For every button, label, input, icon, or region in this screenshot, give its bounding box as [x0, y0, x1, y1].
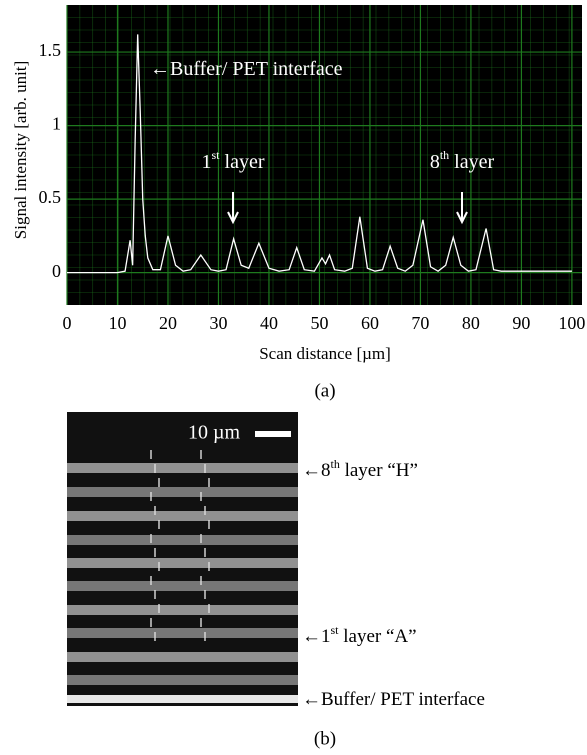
- x-tick-label: 20: [159, 313, 177, 333]
- x-tick-label: 90: [512, 313, 530, 333]
- layer-stripe: [67, 463, 298, 473]
- layer-stripe: [67, 605, 298, 615]
- texture: [200, 450, 202, 459]
- x-tick-label: 80: [462, 313, 480, 333]
- texture: [154, 632, 156, 641]
- layer-stripe: [67, 628, 298, 638]
- texture: [204, 590, 206, 599]
- layer-stripe: [67, 581, 298, 591]
- texture: [154, 548, 156, 557]
- layer-stripe: [67, 675, 298, 685]
- texture: [150, 492, 152, 501]
- texture: [208, 604, 210, 613]
- texture: [208, 478, 210, 487]
- y-axis-title: Signal intensity [arb. unit]: [11, 61, 30, 239]
- texture: [200, 576, 202, 585]
- texture: [204, 632, 206, 641]
- annotation: 1st layer: [202, 148, 265, 173]
- texture: [150, 576, 152, 585]
- scale-bar-label: 10 µm: [188, 422, 241, 444]
- panel-label: (a): [314, 380, 335, 401]
- annotation: ←Buffer/ PET interface: [150, 58, 343, 80]
- label-part: layer “A”: [339, 626, 417, 647]
- texture: [154, 464, 156, 473]
- x-tick-label: 0: [63, 313, 72, 333]
- annotation: 8th layer: [430, 148, 495, 173]
- x-tick-label: 40: [260, 313, 278, 333]
- texture: [200, 534, 202, 543]
- y-tick-label: 0: [52, 261, 61, 281]
- x-tick-label: 60: [361, 313, 379, 333]
- texture: [204, 464, 206, 473]
- layer-stripe: [67, 652, 298, 662]
- y-tick-label: 1: [52, 114, 61, 134]
- annotation: ←Buffer/ PET interface: [302, 689, 485, 710]
- texture: [150, 450, 152, 459]
- x-tick-label: 70: [411, 313, 429, 333]
- layer-stripe: [67, 558, 298, 568]
- texture: [158, 562, 160, 571]
- panel-label: (b): [314, 728, 336, 749]
- label-part: ←Buffer/ PET interface: [150, 58, 343, 80]
- texture: [204, 506, 206, 515]
- label-part: ←8: [302, 460, 331, 481]
- scale-bar: [255, 431, 291, 437]
- label-part: th: [440, 148, 449, 162]
- annotation: ←8th layer “H”: [302, 457, 418, 482]
- texture: [154, 506, 156, 515]
- texture: [150, 618, 152, 627]
- label-part: st: [212, 148, 221, 162]
- annotation: ←1st layer “A”: [302, 623, 417, 648]
- y-tick-label: 0.5: [39, 187, 62, 207]
- label-part: layer “H”: [340, 460, 418, 481]
- texture: [158, 520, 160, 529]
- texture: [158, 604, 160, 613]
- label-part: layer: [220, 151, 265, 173]
- x-axis-title: Scan distance [µm]: [259, 344, 391, 363]
- arrow-head: [227, 211, 239, 225]
- texture: [208, 562, 210, 571]
- label-part: 8: [430, 151, 440, 173]
- buffer-stripe: [67, 695, 298, 703]
- label-part: ←Buffer/ PET interface: [302, 689, 485, 710]
- x-tick-label: 100: [558, 313, 585, 333]
- layer-stripe: [67, 511, 298, 521]
- texture: [150, 534, 152, 543]
- layer-stripe: [67, 535, 298, 545]
- texture: [158, 478, 160, 487]
- arrow-head: [456, 211, 468, 225]
- texture: [208, 520, 210, 529]
- texture: [200, 618, 202, 627]
- texture: [200, 492, 202, 501]
- label-part: st: [331, 623, 340, 637]
- texture: [154, 590, 156, 599]
- label-part: 1: [202, 151, 212, 173]
- layer-stripe: [67, 487, 298, 497]
- texture: [204, 548, 206, 557]
- y-tick-label: 1.5: [39, 40, 62, 60]
- x-tick-label: 30: [209, 313, 227, 333]
- label-part: ←1: [302, 626, 331, 647]
- x-tick-label: 10: [108, 313, 126, 333]
- x-tick-label: 50: [310, 313, 328, 333]
- label-part: layer: [449, 151, 494, 173]
- signal-line: [67, 34, 572, 274]
- label-part: th: [331, 457, 340, 471]
